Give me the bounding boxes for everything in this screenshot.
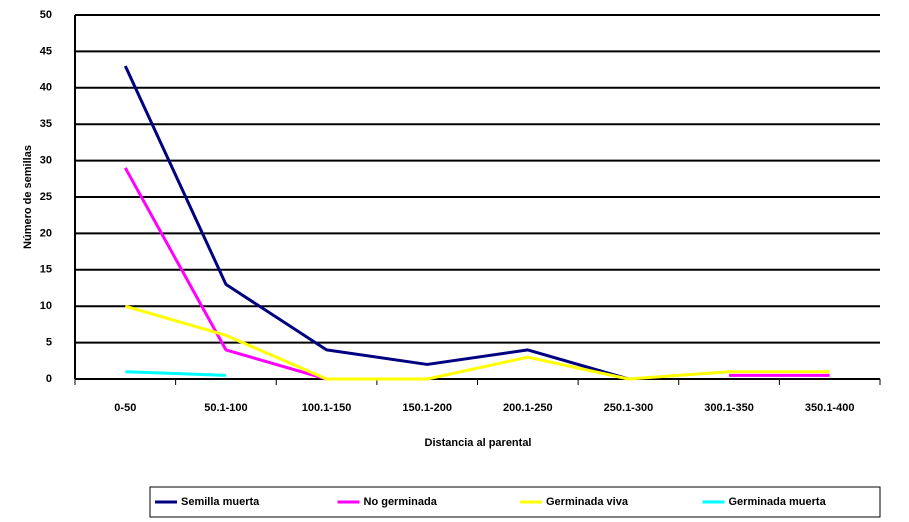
- x-tick-label: 300.1-350: [704, 402, 754, 414]
- x-tick-label: 0-50: [114, 402, 136, 414]
- y-tick-label: 20: [40, 227, 52, 239]
- y-tick-label: 50: [40, 9, 52, 21]
- y-tick-label: 35: [40, 118, 52, 130]
- legend-label: Germinada viva: [546, 496, 629, 508]
- x-tick-label: 200.1-250: [503, 402, 553, 414]
- y-axis-label: Número de semillas: [22, 145, 34, 249]
- y-tick-label: 30: [40, 155, 52, 167]
- legend-label: Germinada muerta: [729, 496, 827, 508]
- x-tick-label: 150.1-200: [402, 402, 452, 414]
- series-line: [125, 370, 226, 377]
- x-tick-label: 100.1-150: [302, 402, 352, 414]
- x-tick-label: 250.1-300: [604, 402, 654, 414]
- series-line: [124, 304, 830, 381]
- series-line: [123, 65, 629, 381]
- y-tick-label: 15: [40, 264, 52, 276]
- series-line: [124, 167, 830, 381]
- x-tick-label: 350.1-400: [805, 402, 855, 414]
- x-axis-label: Distancia al parental: [425, 437, 532, 449]
- legend-box: [149, 486, 881, 518]
- y-tick-label: 5: [46, 337, 52, 349]
- y-tick-label: 40: [40, 82, 52, 94]
- y-tick-label: 10: [40, 300, 52, 312]
- legend-label: No germinada: [364, 496, 438, 508]
- legend-label: Semilla muerta: [181, 496, 260, 508]
- y-tick-label: 0: [46, 373, 52, 385]
- y-tick-label: 45: [40, 45, 52, 57]
- x-tick-label: 50.1-100: [204, 402, 247, 414]
- y-tick-label: 25: [40, 191, 52, 203]
